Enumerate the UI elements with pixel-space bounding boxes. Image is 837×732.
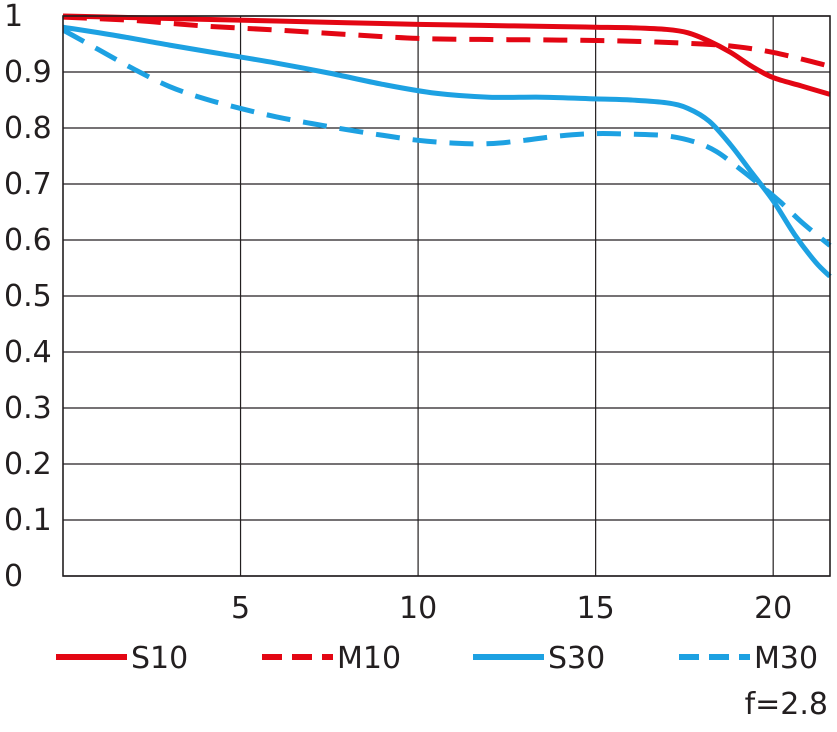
x-tick-label: 15 <box>577 591 615 626</box>
series-line-m30 <box>63 27 832 248</box>
y-tick-label: 0.2 <box>4 447 52 482</box>
grid <box>63 15 830 577</box>
x-tick-label: 10 <box>399 591 437 626</box>
legend-label-m10: M10 <box>337 641 401 676</box>
x-tick-label: 20 <box>754 591 792 626</box>
legend-label-m30: M30 <box>754 641 818 676</box>
y-tick-label: 0.6 <box>4 223 52 258</box>
y-tick-label: 0 <box>4 559 23 594</box>
y-tick-label: 0.4 <box>4 335 52 370</box>
y-tick-label: 0.3 <box>4 391 52 426</box>
y-tick-label: 0.9 <box>4 55 52 90</box>
plot-frame <box>62 15 831 577</box>
series-lines <box>63 13 832 279</box>
legend-label-s30: S30 <box>548 641 605 676</box>
legend-label-s10: S10 <box>131 641 188 676</box>
y-tick-label: 0.8 <box>4 111 52 146</box>
y-tick-label: 1 <box>4 0 23 34</box>
y-tick-label: 0.1 <box>4 503 52 538</box>
y-tick-label: 0.7 <box>4 167 52 202</box>
y-axis-tick-labels: 0 0.1 0.2 0.3 0.4 0.5 0.6 0.7 0.8 0.9 1 <box>4 0 52 594</box>
y-tick-label: 0.5 <box>4 279 52 314</box>
x-tick-label: 5 <box>231 591 250 626</box>
aperture-note: f=2.8 <box>745 687 828 722</box>
series-line-s10 <box>63 13 831 97</box>
x-axis-tick-labels: 5 10 15 20 <box>231 591 792 626</box>
legend: S10 M10 S30 M30 <box>56 641 818 676</box>
series-line-m10 <box>63 14 831 69</box>
